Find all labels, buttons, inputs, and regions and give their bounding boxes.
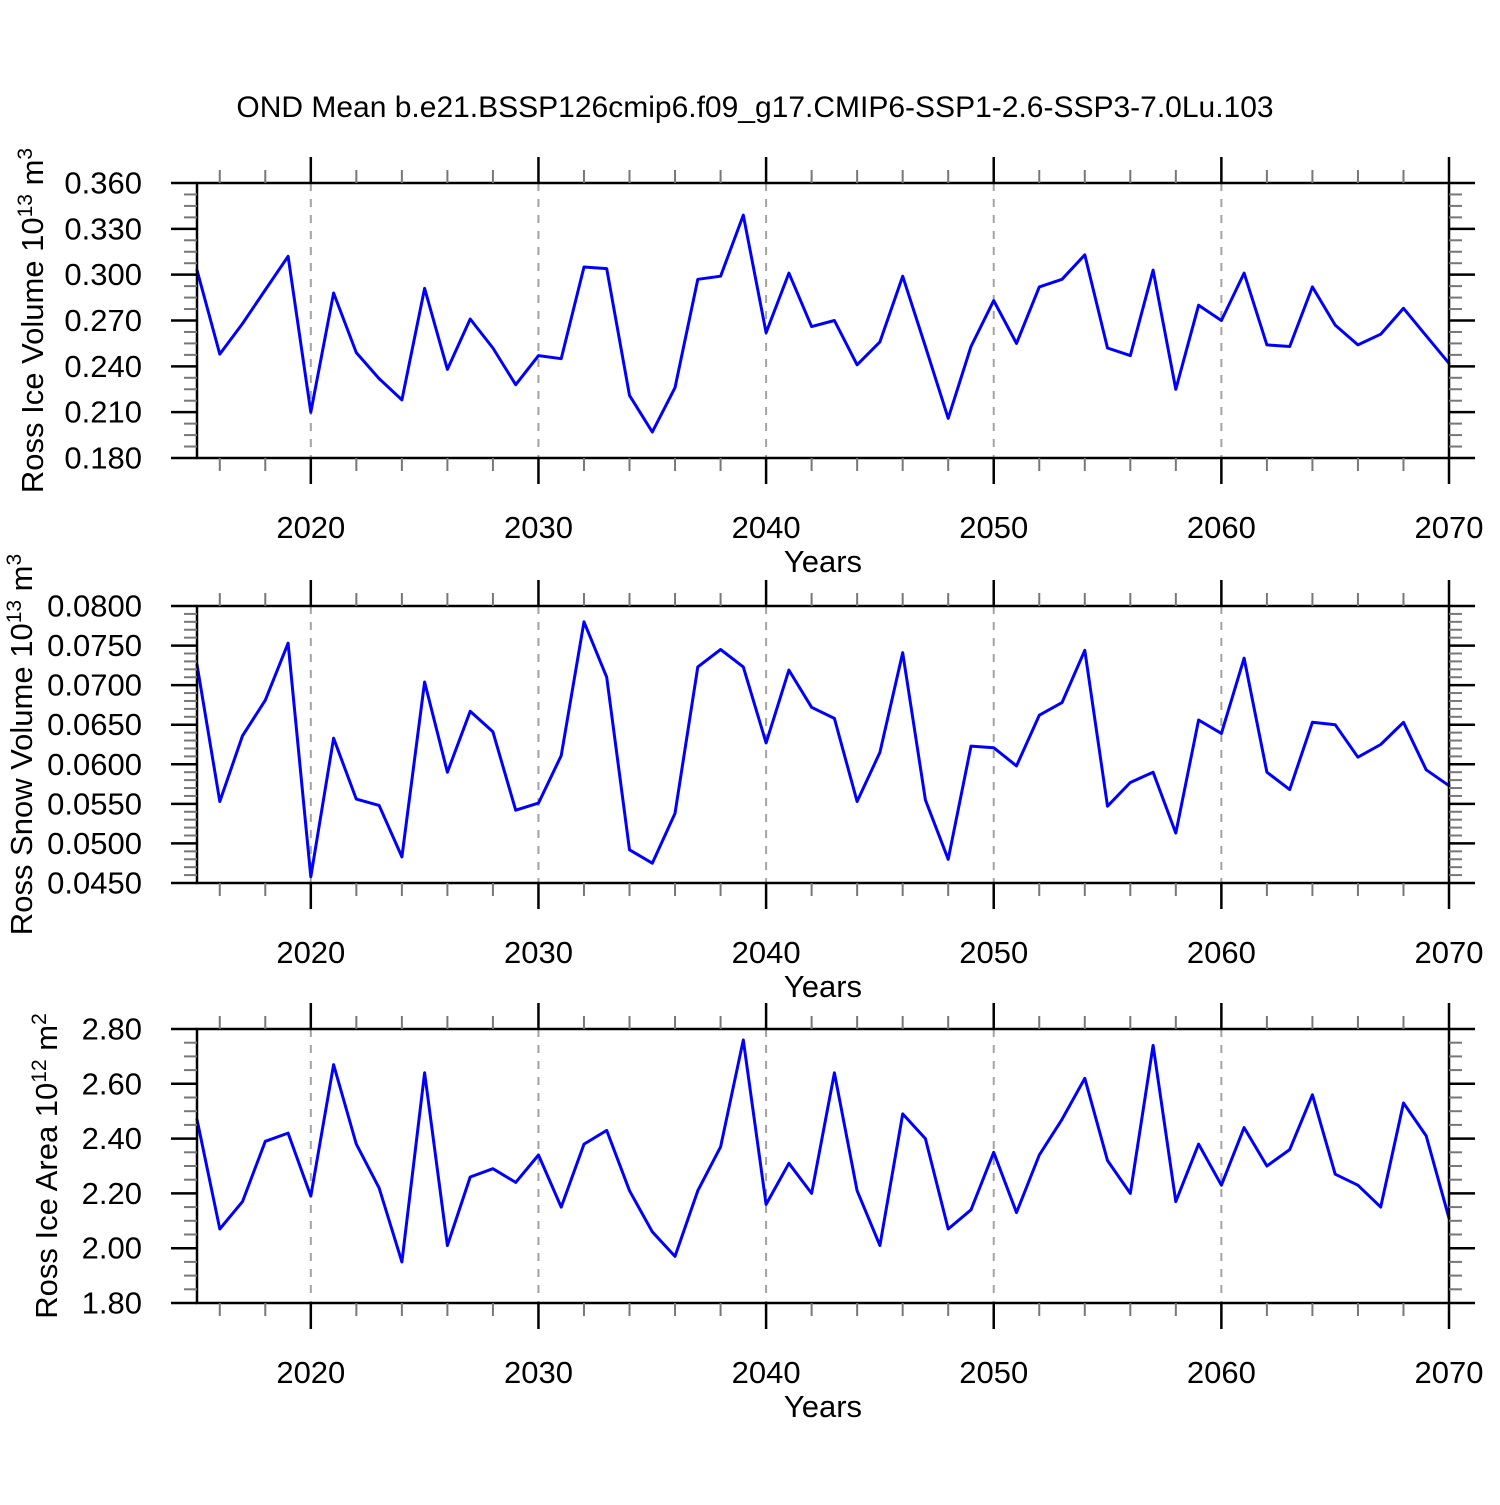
x-tick-label: 2050 [959,935,1028,970]
x-tick-label: 2020 [276,1355,345,1390]
y-tick-label: 0.330 [64,211,142,246]
plot-frame [195,604,1451,885]
x-axis-title: Years [784,544,862,579]
x-tick-label: 2040 [732,935,801,970]
x-tick-label: 2040 [732,510,801,545]
y-tick-label: 0.240 [64,349,142,384]
y-axis-title: Ross Ice Volume 1013 m3 [14,148,50,493]
y-tick-label: 0.0800 [47,589,142,624]
y-tick-label: 0.0550 [47,786,142,821]
chart-panel-3: 2020 2030 2040 2050 2060 2070 1.80 2.00 2.20 2.40… [28,1003,1483,1424]
y-tick-label: 0.360 [64,166,142,201]
x-tick-label: 2060 [1187,935,1256,970]
x-tick-label: 2020 [276,935,345,970]
chart-panel-1: 2020 2030 2040 2050 2060 2070 0.180 0.210 0.240 0… [14,148,1483,579]
superscript: 3 [3,554,26,566]
superscript: 3 [14,148,37,160]
x-tick-label: 2020 [276,510,345,545]
y-tick-label: 2.80 [82,1012,142,1047]
y-tick-label: 0.0750 [47,628,142,663]
y-tick-label: 0.270 [64,303,142,338]
y-tick-label: 0.180 [64,441,142,476]
x-tick-label: 2060 [1187,1355,1256,1390]
y-tick-label: 1.80 [82,1286,142,1321]
x-axis-title: Years [784,1389,862,1424]
y-tick-label: 0.210 [64,395,142,430]
y-tick-label: 2.60 [82,1066,142,1101]
superscript: 13 [14,194,37,217]
y-axis-title: Ross Snow Volume 1013 m3 [3,554,39,935]
plot-frame [195,1027,1451,1305]
x-tick-label: 2070 [1415,935,1484,970]
data-line [195,620,1451,879]
chart-panels: 2020 2030 2040 2050 2060 2070 0.180 0.210 0.240 0… [3,148,1483,1424]
y-tick-label: 0.0500 [47,826,142,861]
x-tick-label: 2060 [1187,510,1256,545]
y-axis-title: Ross Ice Area 1012 m2 [28,1013,64,1319]
y-tick-label: 0.0450 [47,866,142,901]
y-tick-label: 0.0650 [47,707,142,742]
plot-frame [195,181,1451,460]
data-line [195,213,1451,434]
superscript: 12 [28,1059,51,1082]
x-tick-label: 2050 [959,510,1028,545]
y-tick-label: 0.0600 [47,747,142,782]
x-tick-label: 2030 [504,935,573,970]
y-tick-label: 2.20 [82,1176,142,1211]
x-tick-label: 2050 [959,1355,1028,1390]
y-tick-label: 2.40 [82,1121,142,1156]
data-line [195,1038,1451,1264]
y-tick-label: 2.00 [82,1231,142,1266]
x-tick-label: 2030 [504,1355,573,1390]
superscript: 13 [3,600,26,623]
x-tick-label: 2070 [1415,1355,1484,1390]
x-tick-label: 2070 [1415,510,1484,545]
x-axis-title: Years [784,969,862,1004]
chart-panel-2: 2020 2030 2040 2050 2060 2070 0.0450 0.0500 0.05… [3,554,1483,1004]
superscript: 2 [28,1013,51,1025]
y-tick-label: 0.300 [64,257,142,292]
x-tick-label: 2040 [732,1355,801,1390]
x-tick-label: 2030 [504,510,573,545]
figure-title: OND Mean b.e21.BSSP126cmip6.f09_g17.CMIP… [236,91,1273,124]
y-tick-label: 0.0700 [47,668,142,703]
